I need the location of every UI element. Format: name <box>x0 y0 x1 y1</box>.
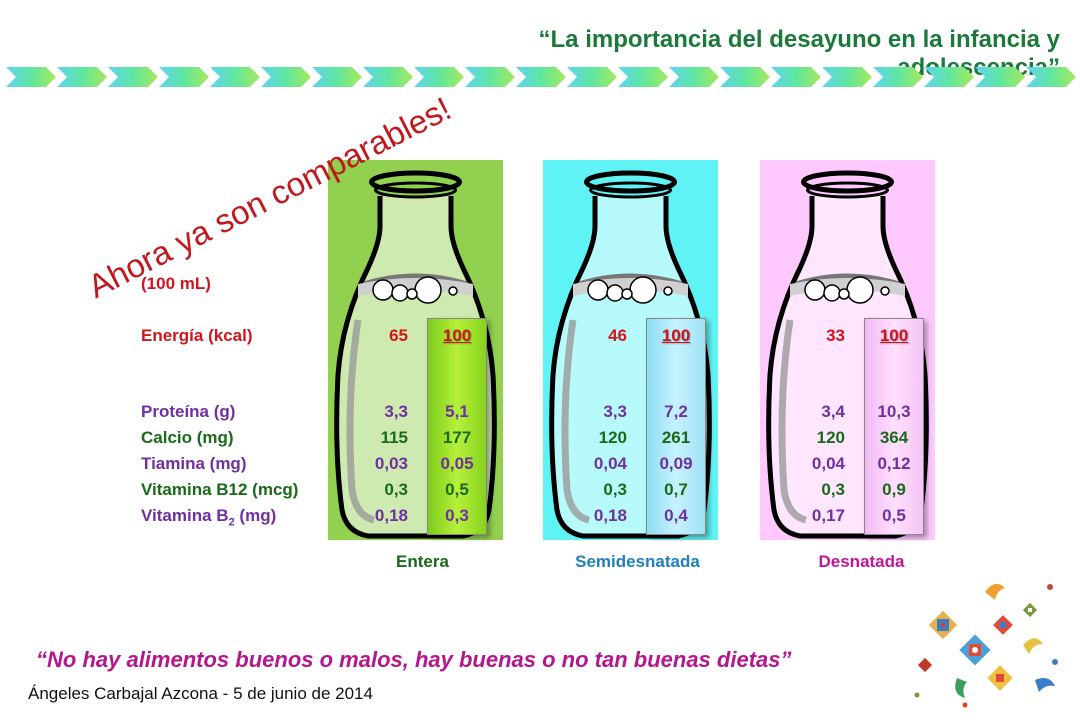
chevron-arrow-icon <box>312 67 362 87</box>
value-entera-proteina: 3,3 <box>384 402 408 421</box>
caption-entera: Entera <box>396 552 449 571</box>
value-semi-energia: 46 <box>608 326 627 345</box>
value-entera-tiamina: 0,03 <box>374 454 408 473</box>
footer-author: Ángeles Carbajal Azcona - 5 de junio de … <box>28 684 373 703</box>
value-semi-b12: 0,3 <box>603 480 627 499</box>
chevron-arrow-icon <box>6 67 56 87</box>
value-desnatada-b2: 0,17 <box>811 506 845 525</box>
norm-semi-tiamina: 0,09 <box>659 454 693 473</box>
norm-semi-calcio: 261 <box>661 428 691 447</box>
norm-entera-proteina: 5,1 <box>445 402 469 421</box>
normalized-column-entera <box>427 318 487 535</box>
chevron-arrow-icon <box>822 67 872 87</box>
norm-semi-b12: 0,7 <box>664 480 688 499</box>
chevron-band <box>6 67 1076 87</box>
value-semi-tiamina: 0,04 <box>593 454 627 473</box>
norm-entera-energia: 100 <box>442 326 472 345</box>
chevron-arrow-icon <box>57 67 107 87</box>
norm-desnatada-b2: 0,5 <box>882 506 906 525</box>
value-semi-proteina: 3,3 <box>603 402 627 421</box>
chevron-arrow-icon <box>108 67 158 87</box>
norm-semi-proteina: 7,2 <box>664 402 688 421</box>
chevron-arrow-icon <box>924 67 974 87</box>
chevron-arrow-icon <box>210 67 260 87</box>
norm-entera-tiamina: 0,05 <box>440 454 474 473</box>
norm-semi-b2: 0,4 <box>664 506 688 525</box>
chevron-arrow-icon <box>720 67 770 87</box>
value-desnatada-calcio: 120 <box>816 428 845 447</box>
norm-desnatada-proteina: 10,3 <box>877 402 911 421</box>
chevron-arrow-icon <box>618 67 668 87</box>
chevron-arrow-icon <box>159 67 209 87</box>
value-entera-energia: 65 <box>389 326 408 345</box>
row-label-vitamina-b12: Vitamina B12 (mcg) <box>141 480 299 499</box>
decorative-ornament-icon <box>914 583 1058 708</box>
value-desnatada-proteina: 3,4 <box>821 402 845 421</box>
volume-label: (100 mL) <box>141 274 211 293</box>
chevron-arrow-icon <box>414 67 464 87</box>
norm-desnatada-calcio: 364 <box>879 428 909 447</box>
chevron-arrow-icon <box>261 67 311 87</box>
value-semi-b2: 0,18 <box>593 506 627 525</box>
caption-desnatada: Desnatada <box>818 552 905 571</box>
row-label-tiamina: Tiamina (mg) <box>141 454 247 473</box>
chevron-arrow-icon <box>465 67 515 87</box>
chevron-arrow-icon <box>516 67 566 87</box>
chevron-arrow-icon <box>363 67 413 87</box>
row-label-energia: Energía (kcal) <box>141 326 253 345</box>
norm-entera-calcio: 177 <box>442 428 472 447</box>
value-semi-calcio: 120 <box>598 428 627 447</box>
row-label-proteina: Proteína (g) <box>141 402 236 421</box>
norm-semi-energia: 100 <box>661 326 691 345</box>
chevron-arrow-icon <box>1026 67 1076 87</box>
value-desnatada-tiamina: 0,04 <box>811 454 845 473</box>
chevron-arrow-icon <box>975 67 1025 87</box>
closing-quote: “No hay alimentos buenos o malos, hay bu… <box>36 647 792 672</box>
normalized-column-semidesnatada <box>646 318 706 535</box>
value-desnatada-energia: 33 <box>826 326 845 345</box>
caption-semidesnatada: Semidesnatada <box>575 552 700 571</box>
norm-desnatada-energia: 100 <box>879 326 909 345</box>
value-desnatada-b12: 0,3 <box>821 480 845 499</box>
row-label-vitamina-b2: Vitamina B2 (mg) <box>141 506 277 529</box>
value-entera-calcio: 115 <box>380 428 408 447</box>
value-entera-b12: 0,3 <box>384 480 408 499</box>
value-entera-b2: 0,18 <box>374 506 408 525</box>
chevron-arrow-icon <box>873 67 923 87</box>
norm-entera-b2: 0,3 <box>445 506 469 525</box>
norm-desnatada-tiamina: 0,12 <box>877 454 911 473</box>
chevron-arrow-icon <box>669 67 719 87</box>
normalized-column-desnatada <box>864 318 924 535</box>
norm-entera-b12: 0,5 <box>445 480 469 499</box>
chevron-arrow-icon <box>771 67 821 87</box>
row-label-calcio: Calcio (mg) <box>141 428 234 447</box>
chevron-arrow-icon <box>567 67 617 87</box>
norm-desnatada-b12: 0,9 <box>882 480 906 499</box>
